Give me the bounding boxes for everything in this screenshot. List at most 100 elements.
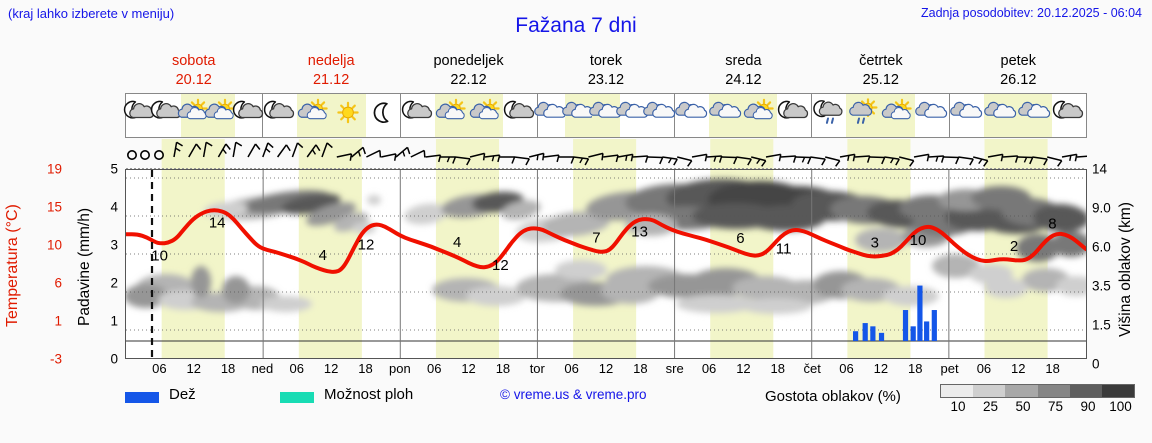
time-tick-label: 12 — [598, 361, 614, 376]
axis-tick: 1 — [54, 313, 62, 329]
temp-label: 10 — [151, 248, 168, 265]
moon-cloud-icon — [503, 94, 537, 137]
time-tick-label: 18 — [1045, 361, 1060, 376]
weather-icon-strip — [123, 93, 1087, 138]
time-tick-label: pet — [940, 361, 959, 376]
cloud-density-step — [1101, 385, 1135, 397]
temp-label: 6 — [736, 230, 744, 247]
sun-cloud-icon — [468, 94, 503, 137]
icon-day-sre — [675, 94, 813, 137]
copyright-text: © vreme.us & vreme.pro — [500, 387, 647, 402]
moon-cloud-icon — [1052, 94, 1086, 137]
cloud-density-tick: 75 — [1047, 399, 1064, 414]
time-tick-label: 12 — [186, 361, 201, 376]
cloud-icon — [949, 94, 984, 137]
time-tick-label: 06 — [426, 361, 442, 376]
temp-label: 10 — [910, 232, 927, 249]
cloud-density-step — [1005, 385, 1038, 397]
axis-tick: 14 — [1092, 161, 1108, 177]
time-axis-labels: 06 12 18 ned 06 12 18 pon 06 12 18 tor 06 12 18 sre 06 12… — [125, 361, 1087, 379]
cloud-icon — [643, 94, 676, 137]
cloud-density-legend-label: Gostota oblakov (%) — [765, 388, 901, 405]
cloud-icon — [1017, 94, 1052, 137]
icon-day-čet — [812, 94, 950, 137]
time-tick-label: 06 — [701, 361, 717, 376]
axis-tick: 0 — [110, 351, 118, 367]
day-header-sob: sobota 20.12 — [125, 52, 262, 92]
cloud-icon — [983, 94, 1018, 137]
temp-label: 2 — [1010, 238, 1018, 255]
last-updated-text: Zadnja posodobitev: 20.12.2025 - 06:04 — [920, 6, 1142, 20]
sun-cloud-icon — [434, 94, 469, 137]
precipitation-axis-ticks: 5 4 3 2 1 0 — [96, 162, 118, 367]
axis-tick: 5 — [110, 161, 118, 177]
temperature-axis-ticks: 19 15 10 6 1 -3 — [24, 162, 62, 367]
day-name: sobota — [171, 53, 216, 69]
legend: Dež Možnost ploh © vreme.us & vreme.pro … — [125, 384, 1145, 416]
time-tick-label: 18 — [495, 361, 511, 376]
axis-tick: 1.5 — [1092, 317, 1111, 333]
temp-label: 11 — [776, 241, 792, 258]
time-tick-label: 12 — [736, 361, 751, 376]
axis-tick: 1 — [110, 313, 118, 329]
cloud-density-tick: 10 — [950, 399, 966, 414]
icon-day-tor — [534, 94, 676, 137]
icon-day-sob — [123, 94, 264, 137]
cloudheight-axis-ticks: 14 9.0 6.0 3.5 1.5 0 — [1092, 162, 1120, 372]
icon-day-pon — [401, 94, 538, 137]
axis-tick: 6.0 — [1092, 239, 1111, 255]
day-header-ned: nedelja 21.12 — [262, 52, 399, 92]
temp-label: 12 — [358, 237, 375, 254]
sun-cloud-icon — [297, 94, 332, 137]
rain-legend-swatch — [125, 392, 159, 403]
cloud-density-gradient — [940, 384, 1135, 398]
day-name: petek — [1000, 53, 1036, 69]
time-tick-label: čet — [803, 361, 821, 376]
meteogram-plot: 10 14 4 12 4 12 7 13 6 11 3 10 2 8 — [125, 169, 1087, 359]
day-header-row: sobota 20.12 nedelja 21.12 ponedeljek 22.12 to… — [125, 52, 1087, 92]
sun-cloud-icon — [880, 94, 915, 137]
plot-canvas: 10 14 4 12 4 12 7 13 6 11 3 10 2 8 — [126, 170, 1086, 358]
day-name: četrtek — [859, 53, 903, 69]
icon-day-pet — [949, 94, 1086, 137]
temp-label: 4 — [319, 247, 327, 264]
day-header-sre: sreda 24.12 — [675, 52, 812, 92]
cloud-density-step — [941, 385, 974, 397]
day-header-tor: torek 23.12 — [537, 52, 674, 92]
day-date: 26.12 — [1000, 72, 1037, 88]
cloud-icon — [709, 94, 744, 137]
time-tick-label: 18 — [907, 361, 923, 376]
cloud-icon — [914, 94, 949, 137]
temp-label: 7 — [592, 229, 600, 246]
cloud-density-tick-labels: 10 25 50 75 90 100 — [930, 399, 1145, 415]
time-tick-label: 06 — [976, 361, 992, 376]
page-title: Fažana 7 dni — [515, 14, 637, 37]
time-tick-label: 12 — [1011, 361, 1026, 376]
moon-cloud-icon — [401, 94, 435, 137]
axis-tick: 9.0 — [1092, 200, 1111, 216]
axis-tick: 6 — [54, 275, 62, 291]
time-tick-label: 18 — [220, 361, 236, 376]
axis-tick: 2 — [110, 275, 118, 291]
time-tick-label: 12 — [461, 361, 476, 376]
day-date: 25.12 — [862, 72, 899, 88]
sun-cloud-icon — [743, 94, 778, 137]
cloud-density-tick: 50 — [1015, 399, 1031, 414]
day-date: 22.12 — [450, 72, 487, 88]
day-header-čet: četrtek 25.12 — [812, 52, 949, 92]
day-header-pon: ponedeljek 22.12 — [400, 52, 537, 92]
day-name: nedelja — [307, 53, 355, 69]
time-tick-label: sre — [665, 361, 684, 376]
cloud-icon — [675, 94, 709, 137]
cloud-density-step — [973, 385, 1006, 397]
precipitation-axis-title: Padavine (mm/h) — [76, 208, 93, 327]
moon-cloud-icon — [232, 94, 263, 137]
axis-tick: 15 — [46, 199, 62, 215]
temp-label: 12 — [492, 257, 509, 274]
temp-label: 14 — [209, 214, 226, 231]
moon-cloud-icon — [263, 94, 297, 137]
temperature-axis-title: Temperatura (°C) — [4, 204, 21, 328]
time-tick-label: 18 — [633, 361, 648, 376]
temp-label: 13 — [631, 224, 648, 241]
cloud-density-tick: 25 — [982, 399, 999, 414]
